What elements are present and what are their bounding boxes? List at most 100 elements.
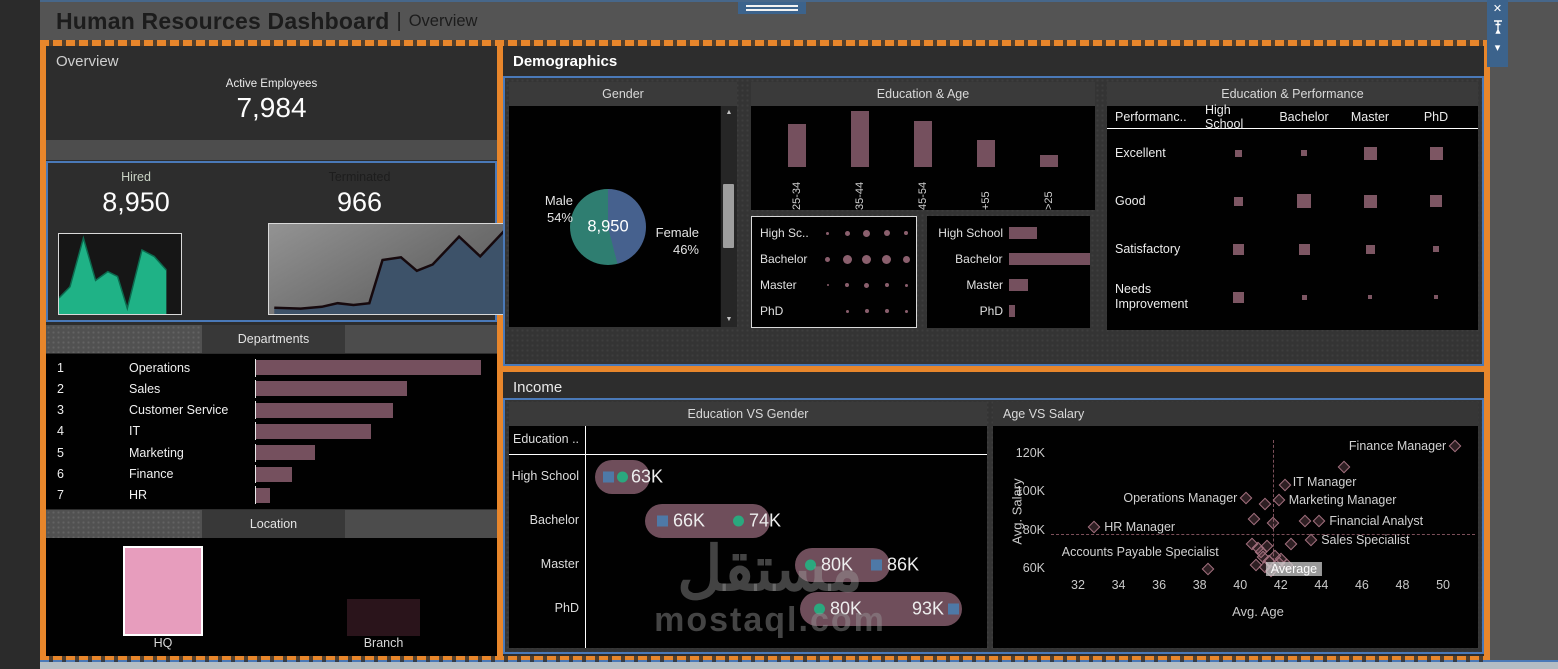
dot-mark[interactable] (904, 283, 908, 287)
dot-mark[interactable] (826, 231, 830, 235)
dot-mark[interactable] (904, 231, 909, 235)
female-marker[interactable] (871, 559, 882, 571)
age-bar[interactable] (1040, 155, 1059, 167)
department-row[interactable]: 6 Finance (46, 465, 497, 484)
scrollbar-thumb[interactable] (723, 184, 734, 248)
performance-cell (1337, 194, 1403, 208)
performance-square[interactable] (1301, 294, 1307, 300)
performance-square[interactable] (1298, 243, 1310, 255)
performance-square[interactable] (1233, 196, 1243, 206)
gender-salary-pill[interactable]: 80K 86K (795, 548, 919, 582)
performance-square[interactable] (1365, 244, 1375, 254)
dot-mark[interactable] (904, 309, 908, 313)
dot-mark[interactable] (864, 309, 869, 313)
male-marker[interactable] (814, 603, 825, 615)
department-bar[interactable] (256, 402, 394, 418)
department-bar[interactable] (256, 487, 270, 503)
department-row[interactable]: 1 Operations (46, 358, 497, 377)
female-marker[interactable] (657, 515, 668, 527)
male-marker[interactable] (733, 515, 744, 527)
caret-down-icon[interactable]: ▾ (1494, 42, 1501, 54)
scatter-point[interactable] (1087, 520, 1101, 534)
gender-pie[interactable] (570, 189, 646, 265)
education-bar[interactable] (1009, 279, 1028, 291)
education-bar[interactable] (1009, 305, 1015, 317)
scroll-up-icon[interactable]: ▲ (725, 109, 733, 116)
department-bar[interactable] (256, 381, 407, 397)
drag-handle-icon[interactable] (738, 2, 806, 14)
scatter-point[interactable] (1312, 514, 1326, 528)
age-bar[interactable] (787, 124, 806, 167)
performance-square[interactable] (1430, 195, 1442, 207)
performance-square[interactable] (1232, 291, 1244, 303)
performance-square[interactable] (1232, 243, 1244, 255)
dot-mark[interactable] (863, 229, 871, 237)
department-bar[interactable] (256, 360, 481, 376)
performance-square[interactable] (1363, 146, 1377, 160)
hired-trend-chart[interactable] (58, 233, 182, 315)
department-bar[interactable] (256, 423, 371, 439)
performance-square[interactable] (1363, 194, 1377, 208)
dot-mark[interactable] (864, 282, 870, 288)
tab-location[interactable]: Location (202, 510, 345, 538)
dot-mark[interactable] (862, 254, 872, 264)
scatter-point[interactable] (1337, 461, 1351, 474)
scatter-point[interactable] (1272, 493, 1286, 507)
age-bar[interactable] (977, 140, 996, 167)
male-marker[interactable] (805, 559, 816, 571)
scatter-point[interactable] (1258, 497, 1271, 511)
dot-mark[interactable] (845, 309, 849, 313)
dot-mark[interactable] (844, 230, 850, 236)
female-marker[interactable] (948, 603, 959, 615)
gender-salary-pill[interactable]: 80K 93K (800, 592, 962, 626)
department-row[interactable]: 5 Marketing (46, 443, 497, 462)
department-bar[interactable] (256, 466, 292, 482)
scatter-point[interactable] (1201, 562, 1215, 576)
scatter-point[interactable] (1298, 514, 1312, 528)
female-marker[interactable] (603, 471, 614, 483)
gender-salary-pill[interactable]: 66K 74K (645, 504, 781, 538)
scatter-point[interactable] (1448, 439, 1462, 453)
education-bar[interactable] (1009, 227, 1037, 239)
education-bar[interactable] (1008, 253, 1090, 265)
performance-square[interactable] (1301, 150, 1307, 156)
performance-square[interactable] (1234, 149, 1242, 157)
dot-mark[interactable] (825, 256, 831, 262)
dot-mark[interactable] (845, 283, 850, 287)
scatter-point[interactable] (1304, 533, 1318, 547)
performance-square[interactable] (1429, 146, 1443, 160)
performance-square[interactable] (1433, 246, 1439, 252)
scatter-point[interactable] (1248, 512, 1261, 526)
department-row[interactable]: 2 Sales (46, 379, 497, 398)
dot-mark[interactable] (884, 309, 889, 313)
dot-mark[interactable] (902, 255, 910, 263)
scatter-point[interactable] (1278, 478, 1292, 492)
scroll-down-icon[interactable]: ▼ (725, 316, 733, 323)
terminated-trend-chart[interactable] (268, 223, 534, 315)
performance-square[interactable] (1297, 194, 1311, 208)
department-row[interactable]: 7 HR (46, 486, 497, 505)
scatter-point[interactable] (1266, 516, 1280, 530)
treemap-rect-branch[interactable] (347, 599, 420, 636)
age-bar[interactable] (850, 111, 869, 167)
performance-square[interactable] (1434, 295, 1438, 299)
male-marker[interactable] (617, 471, 628, 483)
gender-salary-pill[interactable]: 63K (595, 460, 663, 494)
gender-scrollbar[interactable]: ▲ ▼ (720, 106, 737, 327)
dot-mark[interactable] (884, 283, 889, 287)
dot-mark[interactable] (882, 254, 892, 264)
dot-mark[interactable] (883, 230, 890, 236)
department-row[interactable]: 4 IT (46, 422, 497, 441)
age-bar[interactable] (913, 121, 932, 167)
scatter-point[interactable] (1239, 491, 1253, 505)
scatter-point[interactable] (1284, 537, 1298, 551)
treemap-rect-hq[interactable] (123, 546, 203, 636)
tab-departments[interactable]: Departments (202, 325, 345, 353)
pin-icon[interactable] (1492, 20, 1504, 37)
dot-mark[interactable] (842, 254, 852, 264)
dot-mark[interactable] (826, 284, 829, 286)
department-row[interactable]: 3 Customer Service (46, 401, 497, 420)
performance-square[interactable] (1368, 295, 1372, 299)
department-bar[interactable] (256, 445, 315, 461)
close-icon[interactable]: ✕ (1492, 3, 1503, 15)
